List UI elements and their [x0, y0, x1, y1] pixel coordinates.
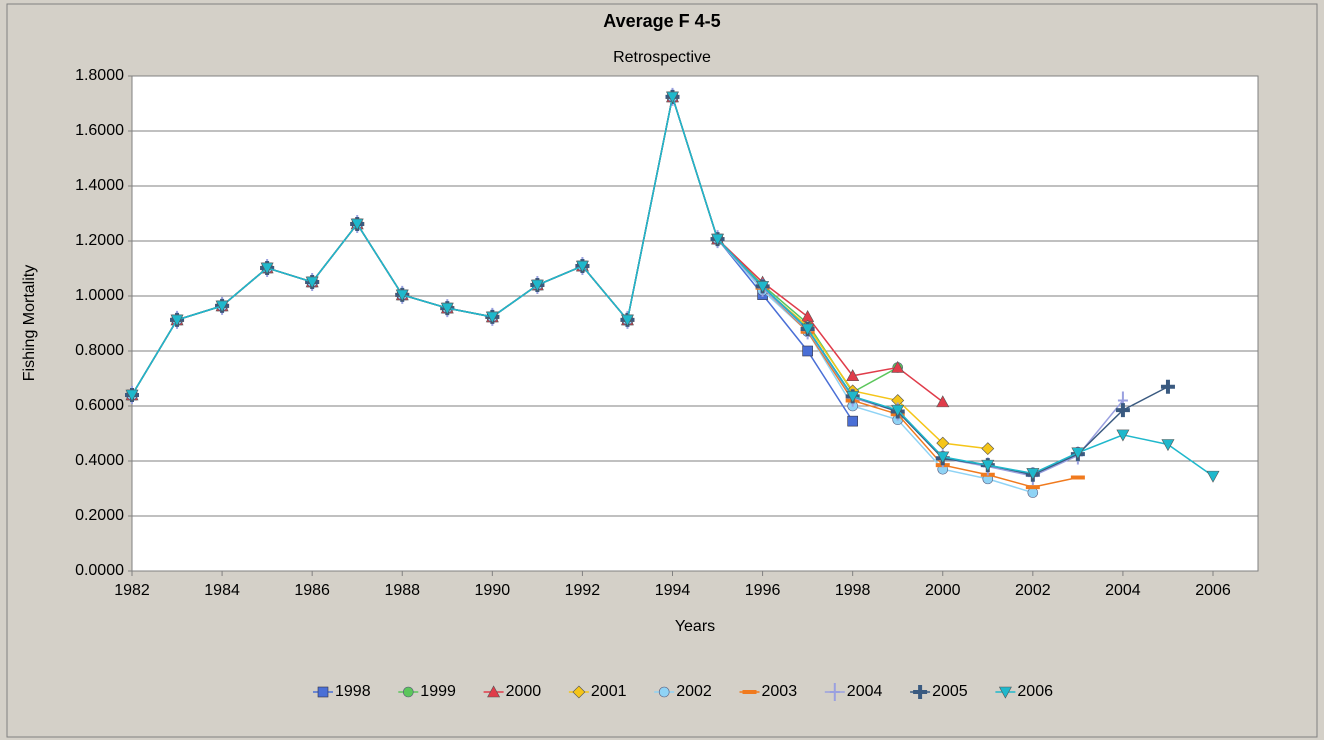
legend-label: 2004 — [847, 683, 883, 700]
marker — [936, 451, 950, 464]
x-tick-label: 1988 — [384, 582, 420, 599]
marker — [215, 300, 229, 313]
x-tick-label: 1982 — [114, 582, 150, 599]
marker — [801, 323, 815, 336]
y-tick-label: 0.8000 — [75, 342, 124, 359]
marker — [1115, 403, 1130, 418]
marker — [1071, 447, 1085, 460]
marker — [575, 260, 589, 273]
marker — [1206, 470, 1220, 483]
legend-label: 2003 — [762, 683, 798, 700]
x-tick-label: 2004 — [1105, 582, 1141, 599]
marker — [711, 233, 725, 246]
marker — [665, 91, 680, 104]
x-axis-label: Years — [675, 618, 715, 635]
marker — [1161, 439, 1175, 452]
y-tick-label: 0.4000 — [75, 452, 124, 469]
marker — [485, 311, 499, 324]
marker — [802, 345, 813, 357]
marker — [981, 459, 995, 472]
marker — [847, 415, 858, 427]
marker — [1116, 429, 1130, 442]
marker — [846, 391, 860, 404]
marker — [936, 395, 950, 408]
marker — [1160, 379, 1175, 394]
marker — [1070, 475, 1085, 480]
marker — [170, 314, 184, 327]
marker — [846, 369, 860, 382]
marker — [756, 281, 770, 294]
legend-marker — [913, 685, 928, 699]
marker — [260, 262, 274, 275]
legend-label: 1998 — [335, 683, 371, 700]
y-tick-label: 1.2000 — [75, 232, 124, 249]
plot-area — [131, 75, 1259, 572]
marker — [350, 218, 364, 231]
marker — [125, 389, 139, 402]
legend-marker — [572, 685, 586, 699]
y-tick-label: 1.8000 — [75, 67, 124, 84]
legend-label: 2000 — [506, 683, 542, 700]
y-tick-label: 1.6000 — [75, 122, 124, 139]
x-tick-label: 2002 — [1015, 582, 1051, 599]
legend-marker — [317, 686, 329, 698]
x-tick-label: 1990 — [475, 582, 511, 599]
legend-marker — [402, 686, 414, 698]
legend-label: 2002 — [676, 683, 712, 700]
y-tick-label: 0.2000 — [75, 507, 124, 524]
marker — [305, 276, 319, 289]
chart-subtitle: Retrospective — [613, 49, 711, 66]
legend-label: 2001 — [591, 683, 627, 700]
y-axis-label: Fishing Mortality — [21, 265, 38, 381]
legend-marker — [998, 686, 1012, 699]
marker — [440, 302, 454, 315]
x-tick-label: 1992 — [565, 582, 601, 599]
legend-label: 1999 — [420, 683, 456, 700]
marker — [395, 289, 409, 302]
legend-marker — [829, 683, 840, 701]
marker — [891, 404, 905, 417]
x-tick-label: 1998 — [835, 582, 871, 599]
legend-marker — [658, 686, 670, 698]
marker — [1025, 485, 1040, 490]
marker — [530, 279, 544, 292]
marker — [1026, 468, 1040, 481]
chart-title: Average F 4-5 — [603, 11, 720, 31]
x-tick-label: 1984 — [204, 582, 240, 599]
legend-marker — [742, 690, 757, 694]
x-tick-label: 1986 — [294, 582, 330, 599]
legend-label: 2006 — [1017, 683, 1053, 700]
x-tick-label: 2006 — [1195, 582, 1231, 599]
marker — [620, 314, 634, 327]
marker — [981, 442, 995, 456]
y-tick-label: 0.0000 — [75, 562, 124, 579]
legend-label: 2005 — [932, 683, 968, 700]
x-tick-label: 2000 — [925, 582, 961, 599]
x-tick-label: 1994 — [655, 582, 691, 599]
legend-marker — [487, 685, 501, 698]
x-tick-label: 1996 — [745, 582, 781, 599]
y-tick-label: 1.0000 — [75, 287, 124, 304]
marker — [891, 360, 905, 373]
marker — [936, 436, 950, 450]
y-tick-label: 1.4000 — [75, 177, 124, 194]
y-tick-label: 0.6000 — [75, 397, 124, 414]
